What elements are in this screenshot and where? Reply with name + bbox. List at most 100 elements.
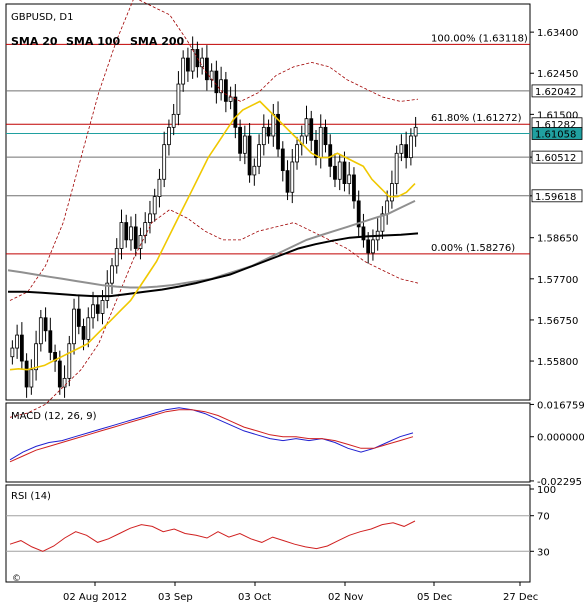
- candle-body: [408, 135, 413, 159]
- rsi-tick-1: 70: [537, 512, 550, 523]
- candle-body: [138, 235, 143, 249]
- candle-body: [43, 317, 48, 332]
- candle-body: [100, 300, 105, 314]
- macd-tick-2: -0.02295: [537, 477, 582, 488]
- rsi-pane: [5, 484, 531, 583]
- rsi-title: RSI (14): [11, 491, 51, 502]
- candle-body: [10, 347, 15, 358]
- candle-body: [91, 304, 95, 319]
- candle-body: [152, 196, 157, 215]
- candle-body: [371, 239, 375, 254]
- candle-body: [119, 222, 124, 249]
- candle-body: [280, 148, 285, 172]
- candle-body: [242, 135, 247, 154]
- price-label-1: 1.61282: [535, 120, 576, 131]
- candle-body: [337, 161, 342, 180]
- candle-body: [257, 144, 261, 167]
- rsi-layer: [6, 515, 530, 552]
- candle-body: [19, 334, 24, 362]
- candle-body: [309, 118, 314, 141]
- candle-body: [352, 174, 356, 202]
- candle-body: [186, 57, 190, 72]
- candle-body: [209, 70, 214, 81]
- candle-body: [176, 83, 181, 115]
- macd-pane: [5, 402, 531, 483]
- fib-label-2: 61.80% (1.61272): [431, 113, 522, 124]
- candle-body: [323, 126, 328, 146]
- macd-line: [9, 407, 414, 461]
- price-tick-0: 1.63400: [537, 28, 578, 39]
- candle-body: [271, 113, 276, 137]
- price-label-box: [531, 84, 583, 98]
- candle-body: [72, 308, 76, 345]
- candle-body: [204, 57, 209, 81]
- candle-body: [76, 308, 81, 327]
- rsi-tick-2: 30: [537, 547, 550, 558]
- copyright-icon: ©: [12, 574, 21, 584]
- candle-body: [15, 334, 20, 349]
- legend-sma20: SMA 20: [11, 35, 58, 48]
- candle-body: [157, 178, 162, 197]
- candle-body: [347, 174, 352, 185]
- sma20-line: [9, 100, 416, 371]
- price-layer: 100.00% (1.63118) 61.80% (1.61272) 0.00% (…: [6, 0, 530, 418]
- candle-body: [238, 126, 242, 154]
- candle-body: [29, 369, 34, 388]
- candle-body: [314, 139, 318, 159]
- price-tick-8: 1.55800: [537, 357, 578, 368]
- legend-sma100: SMA 100: [66, 35, 121, 48]
- candle-body: [404, 144, 409, 159]
- candle-body: [95, 304, 100, 314]
- candle-body: [295, 144, 299, 163]
- candle-body: [124, 222, 129, 241]
- fib-label-6: 0.00% (1.58276): [431, 243, 515, 254]
- rsi-tick-0: 100: [537, 485, 556, 496]
- signal-line: [9, 409, 414, 463]
- candle-body: [394, 152, 399, 185]
- price-tick-5: 1.58650: [537, 234, 578, 245]
- macd-tick-0: 0.016759: [537, 400, 585, 411]
- price-label-2: 1.61058: [535, 129, 576, 140]
- price-label-3: 1.60512: [535, 153, 576, 164]
- candle-body: [261, 126, 266, 146]
- macd-title: MACD (12, 26, 9): [11, 411, 97, 422]
- candle-body: [48, 330, 53, 353]
- candle-body: [129, 226, 133, 241]
- candle-body: [38, 317, 43, 345]
- candle-body: [252, 165, 257, 176]
- candle-body: [233, 96, 238, 128]
- candle-body: [171, 113, 176, 128]
- candle-body: [110, 265, 114, 284]
- candle-body: [276, 113, 280, 150]
- candle-body: [114, 248, 119, 267]
- candle-body: [356, 200, 361, 228]
- price-label-box: [531, 127, 583, 140]
- x-label-0: 02 Aug 2012: [63, 592, 127, 603]
- candle-body: [299, 135, 304, 146]
- candle-body: [385, 200, 390, 215]
- candle-body: [181, 57, 186, 85]
- candle-body: [133, 226, 138, 249]
- price-label-box: [531, 189, 583, 203]
- candle-body: [318, 126, 323, 159]
- candle-body: [333, 165, 337, 180]
- candle-body: [342, 161, 347, 185]
- candle-body: [167, 126, 171, 146]
- candle-body: [219, 79, 224, 94]
- candle-body: [247, 135, 252, 176]
- candle-body: [57, 360, 62, 388]
- candle-body: [228, 96, 233, 102]
- x-label-5: 27 Dec: [503, 592, 538, 603]
- candle-body: [24, 360, 29, 388]
- candle-body: [105, 282, 110, 301]
- price-label-0: 1.62042: [535, 87, 576, 98]
- candle-body: [143, 222, 148, 236]
- price-label-box: [531, 150, 583, 164]
- candle-body: [290, 161, 295, 193]
- fib-label-0: 100.00% (1.63118): [431, 33, 528, 44]
- candle-body: [86, 317, 91, 340]
- candle-body: [190, 49, 195, 72]
- symbol-title: GBPUSD, D1: [11, 12, 73, 23]
